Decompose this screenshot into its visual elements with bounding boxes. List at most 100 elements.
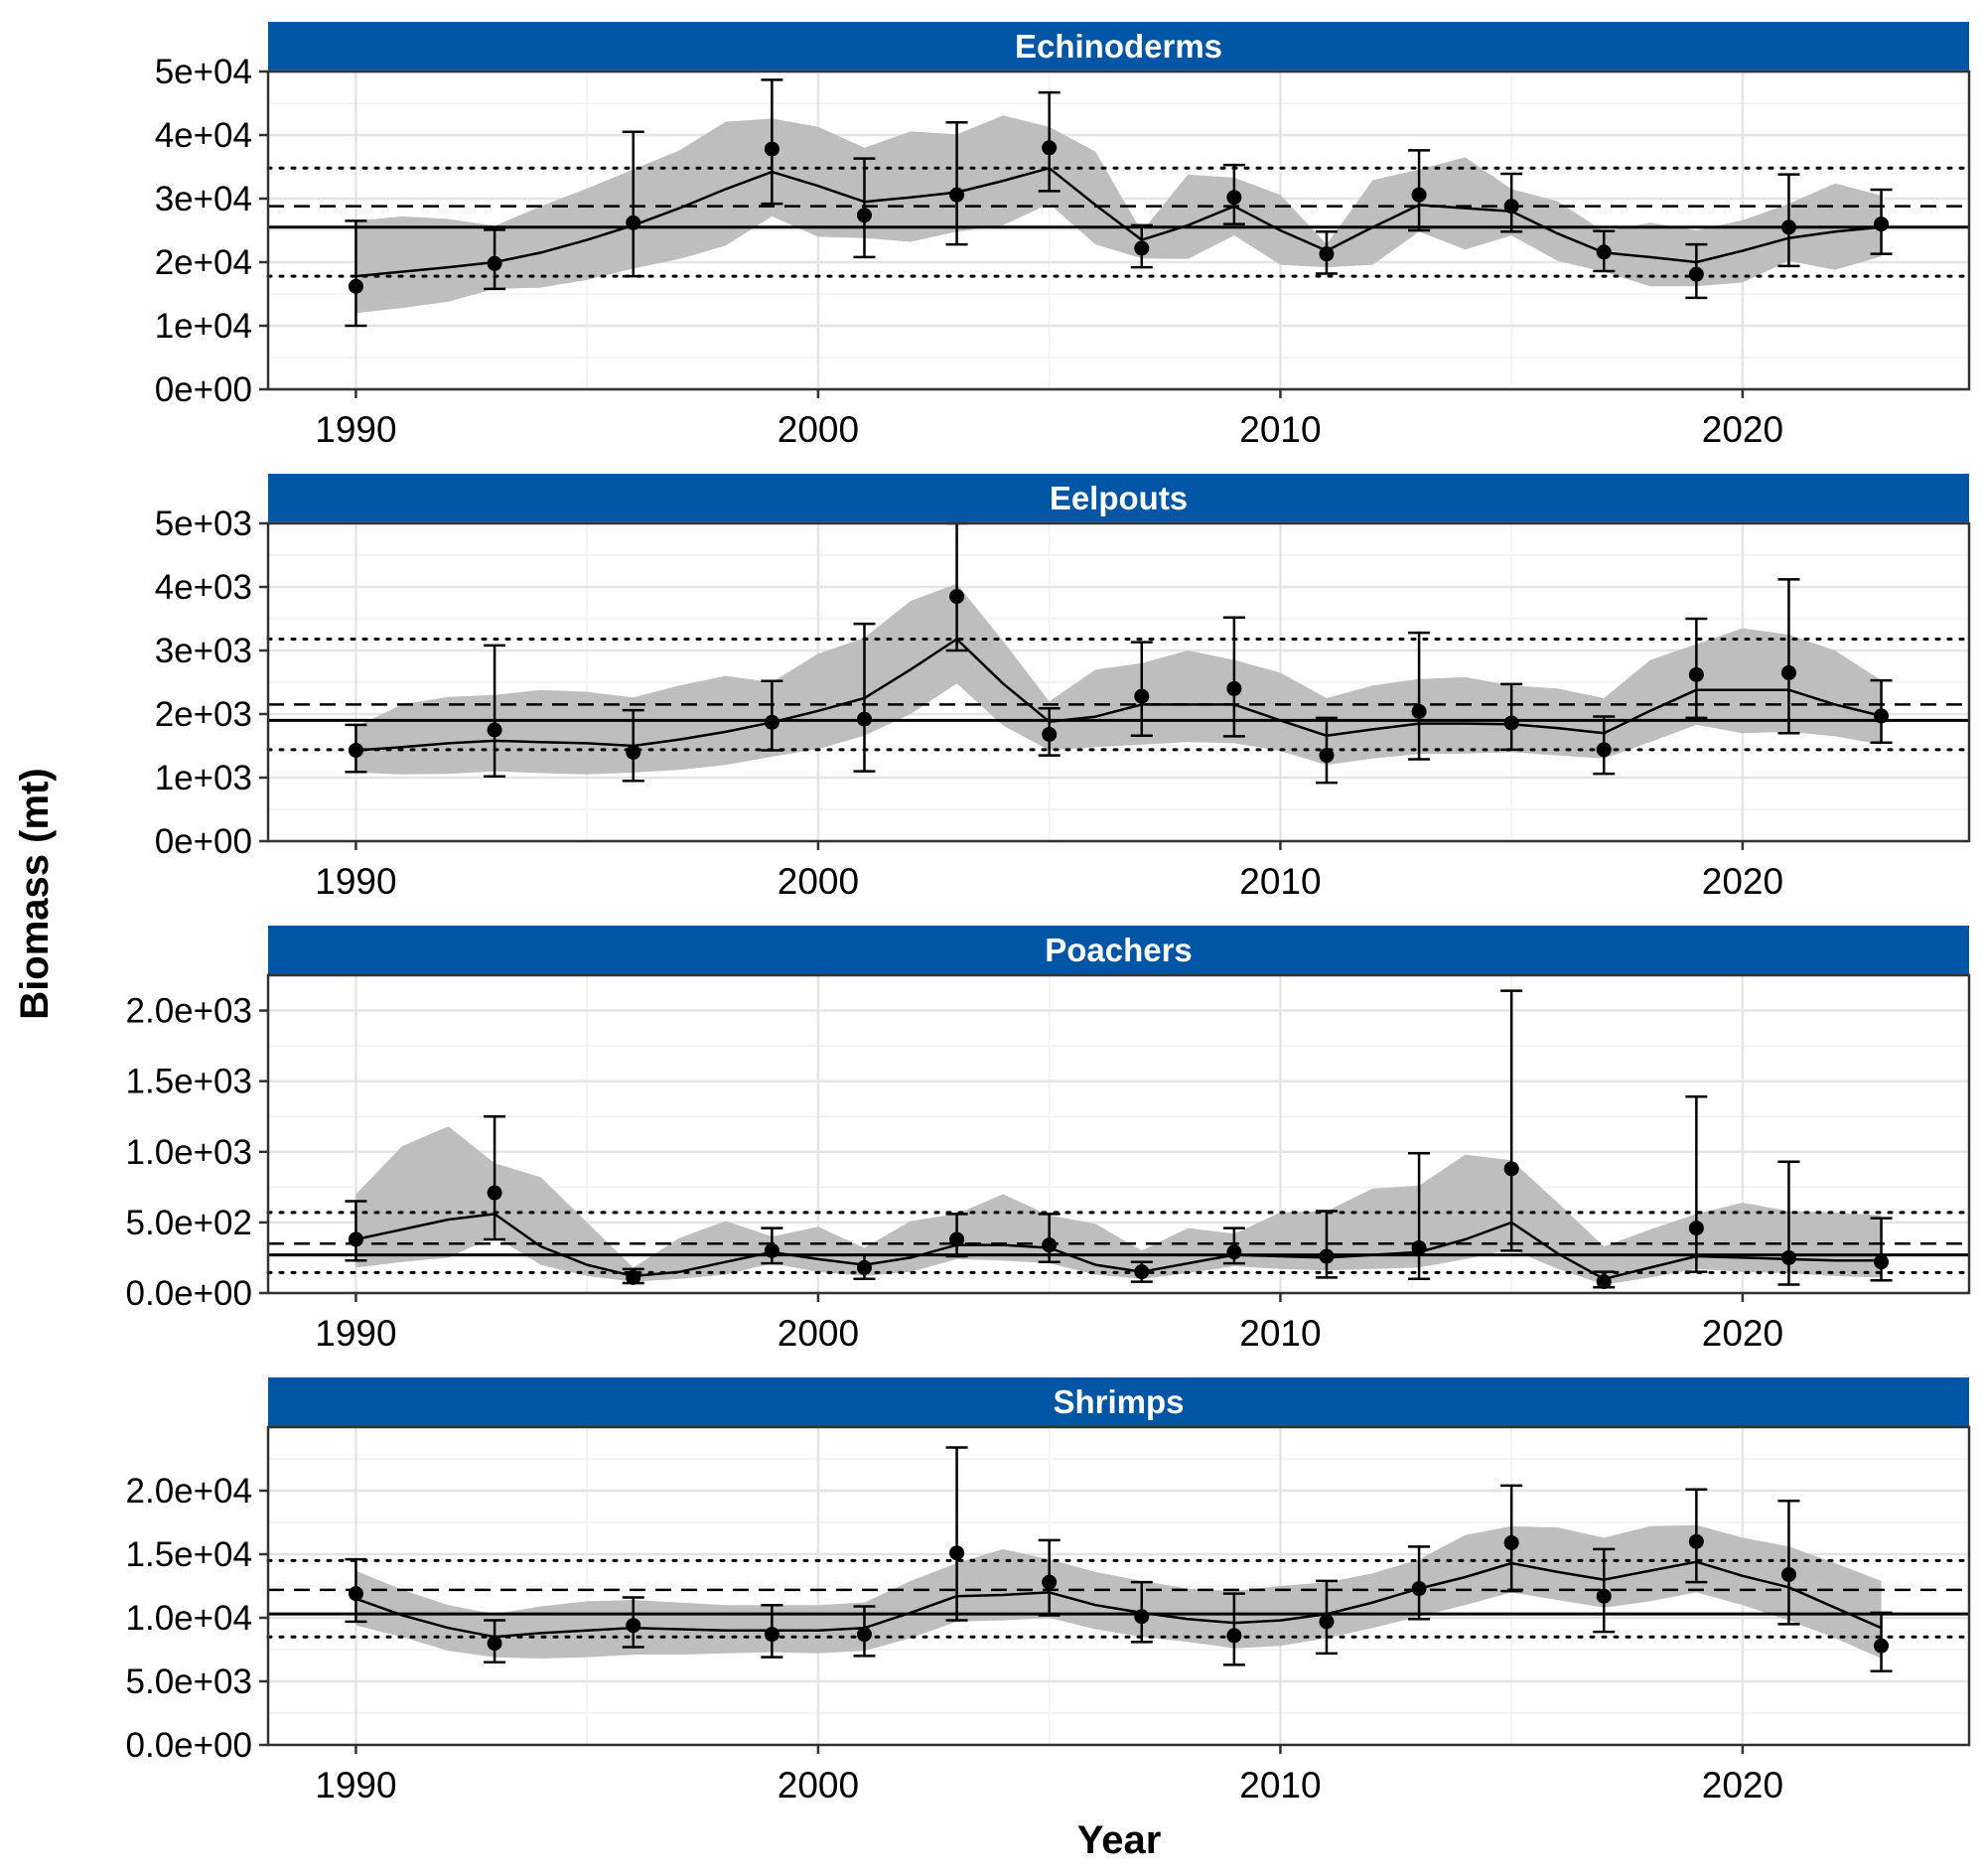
survey-error-bar xyxy=(1685,1095,1708,1273)
survey-point xyxy=(1780,219,1796,235)
survey-point xyxy=(1411,703,1427,719)
survey-point xyxy=(1226,1244,1242,1260)
survey-point xyxy=(1411,1581,1427,1597)
y-tick-label: 1e+04 xyxy=(155,307,252,346)
survey-error-bar xyxy=(1408,631,1431,761)
survey-point xyxy=(348,1586,363,1602)
panel-eelpouts: Eelpouts 0e+00 1e+03 2e+03 3e+03 4e+03 5e+03 19… xyxy=(155,474,1971,902)
survey-point xyxy=(1874,708,1890,724)
survey-error-bar xyxy=(622,130,644,278)
y-tick-label: 0.0e+00 xyxy=(126,1274,253,1313)
survey-point xyxy=(949,589,965,605)
survey-error-bar xyxy=(345,1200,367,1262)
y-tick-label: 3e+04 xyxy=(155,180,252,218)
y-tick-label: 2e+04 xyxy=(155,243,252,282)
survey-point xyxy=(1503,715,1519,731)
survey-point xyxy=(1596,1588,1612,1604)
survey-error-bar xyxy=(484,1114,506,1241)
x-tick-label: 2010 xyxy=(1239,409,1321,450)
panel-border xyxy=(266,973,1971,1295)
y-tick-label: 5.0e+02 xyxy=(126,1204,253,1242)
survey-point xyxy=(764,1627,779,1643)
survey-error-bar xyxy=(484,644,506,778)
model-confidence-band xyxy=(355,583,1882,775)
survey-point xyxy=(626,215,641,230)
survey-point xyxy=(764,714,779,730)
survey-point xyxy=(1596,244,1612,260)
x-tick-label: 1990 xyxy=(315,1313,396,1354)
panel-strip xyxy=(268,474,1969,523)
panel-strip-title: Echinoderms xyxy=(1015,28,1222,65)
survey-point xyxy=(1134,1264,1150,1280)
y-tick-label: 3e+03 xyxy=(155,632,252,670)
x-tick-label: 1990 xyxy=(315,409,396,450)
model-confidence-band xyxy=(355,1126,1882,1285)
survey-point xyxy=(1042,726,1058,742)
survey-error-bar xyxy=(1777,1499,1800,1626)
survey-point xyxy=(1042,140,1058,156)
y-tick-label: 2.0e+04 xyxy=(126,1472,253,1511)
survey-point xyxy=(1134,688,1150,704)
survey-point xyxy=(1503,1534,1519,1550)
survey-error-bar xyxy=(853,622,876,773)
x-tick-label: 2010 xyxy=(1239,861,1321,902)
y-tick-label: 1e+03 xyxy=(155,759,252,797)
panel-echinoderms: Echinoderms 0e+00 1e+04 2e+04 3e+04 4e+04 5e+0… xyxy=(155,22,1971,450)
y-axis-title: Biomass (mt) xyxy=(13,768,57,1019)
x-tick-label: 1990 xyxy=(315,861,396,902)
survey-point xyxy=(764,1242,779,1258)
y-tick-label: 1.5e+04 xyxy=(126,1535,253,1574)
survey-point xyxy=(1780,1249,1796,1265)
survey-point xyxy=(1596,1274,1612,1290)
model-confidence-band xyxy=(355,1524,1882,1659)
survey-point xyxy=(348,742,363,758)
panel-strip xyxy=(268,926,1969,975)
panel-border xyxy=(266,521,1971,843)
model-series-line xyxy=(354,1560,1883,1639)
y-tick-label: 1.0e+03 xyxy=(126,1133,253,1172)
survey-error-bar xyxy=(945,120,968,246)
panel-border xyxy=(266,70,1971,391)
y-tick-label: 2.0e+03 xyxy=(126,992,253,1031)
panel-strip-title: Poachers xyxy=(1045,932,1193,968)
panel-strip xyxy=(268,22,1969,72)
x-tick-label: 2000 xyxy=(778,1313,859,1354)
x-tick-label: 2020 xyxy=(1702,409,1783,450)
survey-point xyxy=(1134,1609,1150,1625)
survey-point xyxy=(487,722,502,738)
survey-point xyxy=(1042,1574,1058,1590)
x-tick-label: 2020 xyxy=(1702,1765,1783,1805)
survey-point xyxy=(1226,190,1242,206)
survey-point xyxy=(1780,664,1796,680)
survey-point xyxy=(1874,216,1890,232)
survey-point xyxy=(949,187,965,203)
survey-error-bar xyxy=(945,1446,968,1622)
survey-point xyxy=(1688,1533,1704,1549)
survey-point xyxy=(1780,1566,1796,1582)
survey-point xyxy=(348,278,363,294)
survey-error-bar xyxy=(1315,1210,1338,1279)
survey-point xyxy=(626,744,641,760)
x-tick-label: 2000 xyxy=(778,409,859,450)
x-tick-label: 2010 xyxy=(1239,1765,1321,1805)
survey-point xyxy=(1319,246,1335,262)
survey-point xyxy=(1411,187,1427,203)
survey-error-bar xyxy=(1408,1151,1431,1281)
survey-point xyxy=(1226,1628,1242,1644)
panel-strip xyxy=(268,1377,1969,1427)
survey-point xyxy=(1134,240,1150,256)
survey-point xyxy=(1688,666,1704,682)
survey-point xyxy=(487,1636,502,1652)
survey-point xyxy=(856,208,872,223)
panel-shrimps: Shrimps 0.0e+00 5.0e+03 1.0e+04 1.5e+04 2.0e+… xyxy=(126,1377,1971,1805)
panel-strip-title: Shrimps xyxy=(1053,1383,1184,1420)
survey-point xyxy=(1226,680,1242,696)
model-series-line xyxy=(355,167,1882,278)
survey-point xyxy=(1596,742,1612,758)
survey-point xyxy=(1319,1614,1335,1630)
survey-error-bar xyxy=(1777,578,1800,735)
x-tick-label: 2000 xyxy=(778,1765,859,1805)
x-tick-label: 2010 xyxy=(1239,1313,1321,1354)
survey-error-bar xyxy=(1222,616,1245,738)
